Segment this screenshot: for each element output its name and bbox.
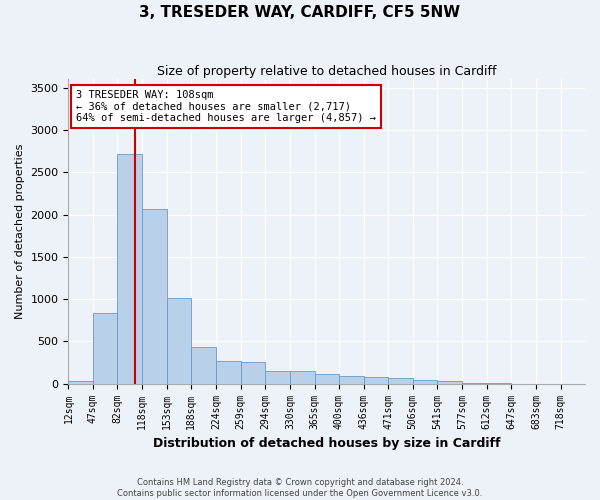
Bar bbox=[167, 298, 191, 384]
Bar bbox=[314, 374, 339, 384]
Bar bbox=[339, 376, 364, 384]
X-axis label: Distribution of detached houses by size in Cardiff: Distribution of detached houses by size … bbox=[153, 437, 500, 450]
Bar bbox=[437, 381, 462, 384]
Bar bbox=[241, 362, 265, 384]
Title: Size of property relative to detached houses in Cardiff: Size of property relative to detached ho… bbox=[157, 65, 496, 78]
Text: 3 TRESEDER WAY: 108sqm
← 36% of detached houses are smaller (2,717)
64% of semi-: 3 TRESEDER WAY: 108sqm ← 36% of detached… bbox=[76, 90, 376, 123]
Bar bbox=[413, 380, 437, 384]
Y-axis label: Number of detached properties: Number of detached properties bbox=[15, 144, 25, 319]
Bar bbox=[117, 154, 142, 384]
Bar bbox=[191, 348, 216, 384]
Bar bbox=[388, 378, 413, 384]
Bar bbox=[290, 372, 314, 384]
Text: Contains HM Land Registry data © Crown copyright and database right 2024.
Contai: Contains HM Land Registry data © Crown c… bbox=[118, 478, 482, 498]
Bar bbox=[364, 377, 388, 384]
Text: 3, TRESEDER WAY, CARDIFF, CF5 5NW: 3, TRESEDER WAY, CARDIFF, CF5 5NW bbox=[139, 5, 461, 20]
Bar bbox=[216, 361, 241, 384]
Bar bbox=[462, 383, 487, 384]
Bar bbox=[68, 381, 93, 384]
Bar bbox=[142, 210, 167, 384]
Bar bbox=[93, 312, 117, 384]
Bar bbox=[265, 370, 290, 384]
